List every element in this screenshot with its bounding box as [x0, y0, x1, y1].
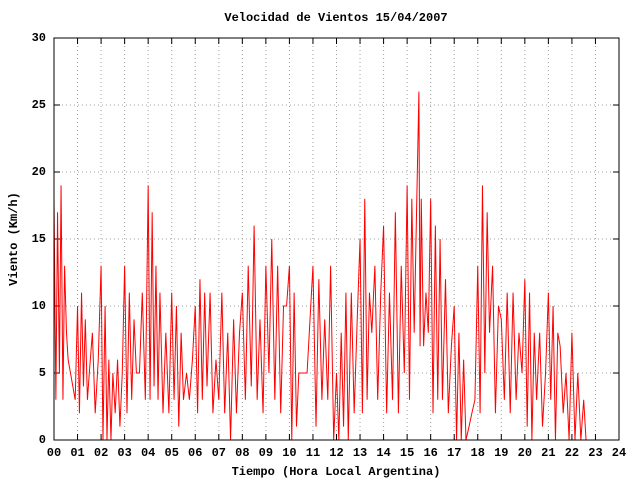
x-tick-label: 03 — [117, 446, 131, 460]
x-tick-label: 09 — [259, 446, 273, 460]
y-tick-label: 25 — [32, 98, 46, 112]
plot-frame — [53, 37, 620, 441]
x-tick-label: 13 — [353, 446, 367, 460]
x-tick-label: 12 — [329, 446, 343, 460]
x-tick-label: 20 — [518, 446, 532, 460]
y-tick-label: 10 — [32, 299, 46, 313]
y-tick-label: 15 — [32, 232, 46, 246]
x-tick-label: 18 — [471, 446, 485, 460]
y-tick-label: 0 — [39, 433, 46, 447]
x-tick-label: 24 — [612, 446, 626, 460]
x-tick-label: 22 — [565, 446, 579, 460]
x-tick-label: 08 — [235, 446, 249, 460]
x-tick-label: 07 — [212, 446, 226, 460]
x-tick-label: 10 — [282, 446, 296, 460]
x-tick-label: 02 — [94, 446, 108, 460]
x-tick-label: 19 — [494, 446, 508, 460]
x-tick-label: 16 — [423, 446, 437, 460]
y-tick-label: 30 — [32, 31, 46, 45]
wind-line — [53, 91, 587, 441]
x-tick-label: 15 — [400, 446, 414, 460]
y-tick-label: 5 — [39, 366, 46, 380]
x-tick-label: 11 — [306, 446, 320, 460]
x-tick-label: 14 — [376, 446, 390, 460]
y-axis-label: Viento (Km/h) — [7, 192, 21, 286]
x-tick-label: 00 — [47, 446, 61, 460]
x-tick-label: 17 — [447, 446, 461, 460]
x-tick-label: 04 — [141, 446, 155, 460]
x-tick-label: 21 — [541, 446, 555, 460]
x-tick-label: 05 — [165, 446, 179, 460]
x-axis-label: Tiempo (Hora Local Argentina) — [232, 465, 441, 479]
x-tick-label: 23 — [588, 446, 602, 460]
chart-title: Velocidad de Vientos 15/04/2007 — [224, 11, 447, 25]
x-tick-label: 06 — [188, 446, 202, 460]
x-tick-label: 01 — [70, 446, 84, 460]
y-tick-label: 20 — [32, 165, 46, 179]
